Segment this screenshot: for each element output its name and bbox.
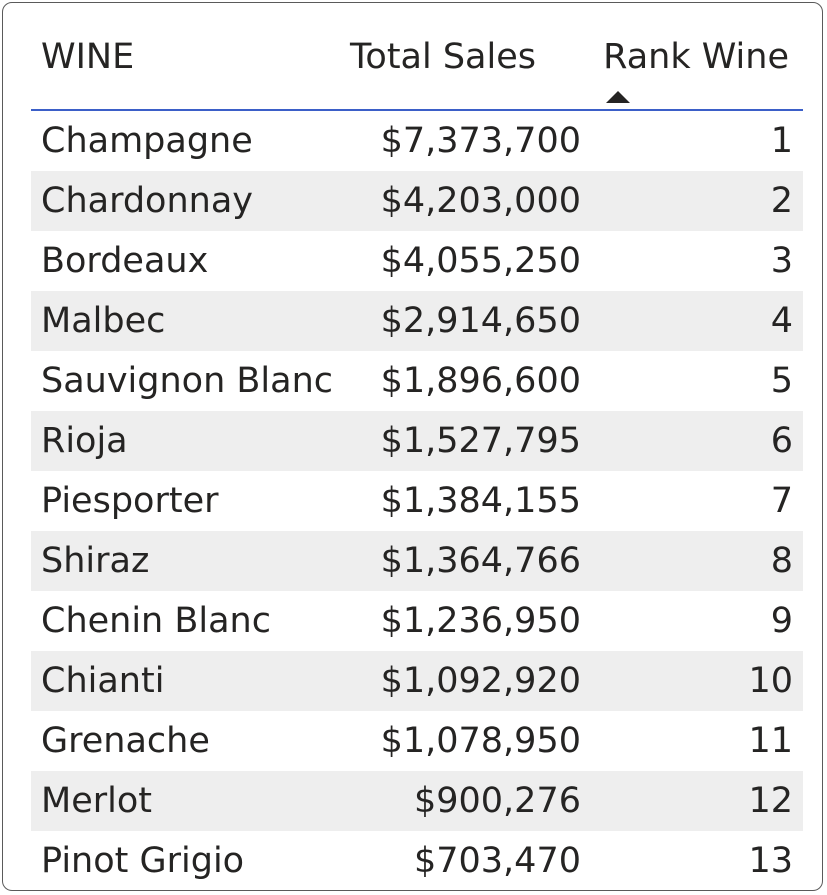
table-row[interactable]: Shiraz $1,364,766 8 — [31, 531, 803, 591]
cell-total-sales: $1,527,795 — [380, 421, 581, 461]
cell-wine: Malbec — [41, 301, 166, 341]
cell-wine: Grenache — [41, 721, 210, 761]
cell-rank-wine: 4 — [770, 301, 793, 341]
table-row[interactable]: Merlot $900,276 12 — [31, 771, 803, 831]
cell-wine: Chianti — [41, 661, 165, 701]
column-header-total-sales[interactable]: Total Sales — [349, 37, 536, 77]
table-body: Champagne $7,373,700 1 Chardonnay $4,203,000… — [31, 111, 803, 890]
cell-total-sales: $703,470 — [413, 841, 581, 881]
cell-wine: Shiraz — [41, 541, 150, 581]
cell-rank-wine: 3 — [770, 241, 793, 281]
cell-rank-wine: 10 — [748, 661, 793, 701]
cell-rank-wine: 13 — [748, 841, 793, 881]
table-row[interactable]: Piesporter $1,384,155 7 — [31, 471, 803, 531]
cell-wine: Pinot Grigio — [41, 841, 245, 881]
table-row[interactable]: Chardonnay $4,203,000 2 — [31, 171, 803, 231]
cell-rank-wine: 9 — [770, 601, 793, 641]
cell-rank-wine: 8 — [770, 541, 793, 581]
table-row[interactable]: Sauvignon Blanc $1,896,600 5 — [31, 351, 803, 411]
table-row[interactable]: Grenache $1,078,950 11 — [31, 711, 803, 771]
cell-total-sales: $7,373,700 — [380, 121, 581, 161]
table-row[interactable]: Bordeaux $4,055,250 3 — [31, 231, 803, 291]
cell-rank-wine: 12 — [748, 781, 793, 821]
table-row[interactable]: Malbec $2,914,650 4 — [31, 291, 803, 351]
cell-total-sales: $1,896,600 — [380, 361, 581, 401]
column-header-wine[interactable]: WINE — [41, 37, 135, 77]
cell-rank-wine: 5 — [770, 361, 793, 401]
table-row[interactable]: Champagne $7,373,700 1 — [31, 111, 803, 171]
cell-wine: Merlot — [41, 781, 152, 821]
table-row[interactable]: Chenin Blanc $1,236,950 9 — [31, 591, 803, 651]
cell-wine: Chenin Blanc — [41, 601, 271, 641]
table-row[interactable]: Pinot Grigio $703,470 13 — [31, 831, 803, 890]
cell-total-sales: $1,078,950 — [380, 721, 581, 761]
cell-wine: Bordeaux — [41, 241, 209, 281]
sort-ascending-icon[interactable] — [606, 91, 630, 103]
column-header-rank-wine[interactable]: Rank Wine — [603, 37, 789, 77]
cell-total-sales: $1,236,950 — [380, 601, 581, 641]
cell-total-sales: $2,914,650 — [380, 301, 581, 341]
cell-wine: Champagne — [41, 121, 253, 161]
cell-rank-wine: 2 — [770, 181, 793, 221]
table-row[interactable]: Rioja $1,527,795 6 — [31, 411, 803, 471]
table-header: WINE Total Sales Rank Wine — [31, 25, 803, 111]
cell-total-sales: $900,276 — [413, 781, 581, 821]
table-row[interactable]: Chianti $1,092,920 10 — [31, 651, 803, 711]
cell-total-sales: $4,055,250 — [380, 241, 581, 281]
cell-rank-wine: 6 — [770, 421, 793, 461]
data-table: WINE Total Sales Rank Wine Champagne $7,3… — [31, 25, 803, 890]
cell-total-sales: $1,364,766 — [380, 541, 581, 581]
cell-wine: Sauvignon Blanc — [41, 361, 334, 401]
cell-rank-wine: 11 — [748, 721, 793, 761]
cell-wine: Chardonnay — [41, 181, 253, 221]
cell-wine: Rioja — [41, 421, 128, 461]
cell-total-sales: $1,092,920 — [380, 661, 581, 701]
cell-rank-wine: 7 — [770, 481, 793, 521]
cell-total-sales: $4,203,000 — [380, 181, 581, 221]
cell-wine: Piesporter — [41, 481, 219, 521]
cell-total-sales: $1,384,155 — [380, 481, 581, 521]
cell-rank-wine: 1 — [770, 121, 793, 161]
